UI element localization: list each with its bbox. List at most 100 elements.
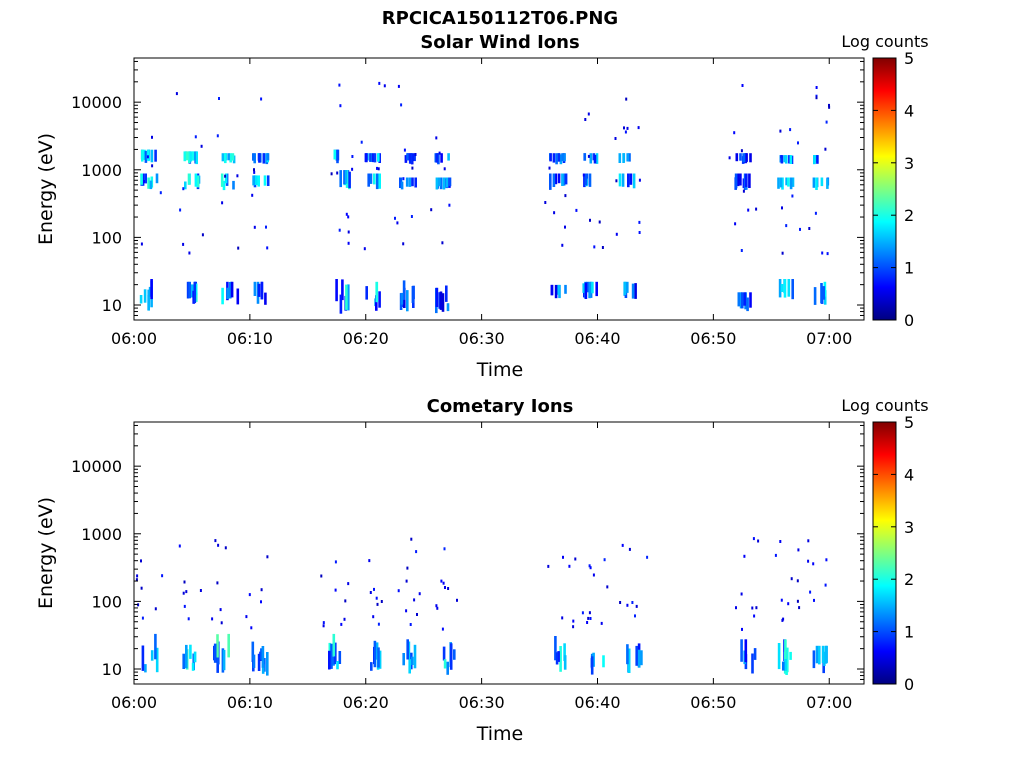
heatmap-cell	[188, 281, 191, 299]
heatmap-cell	[260, 97, 263, 101]
heatmap-cell	[188, 151, 191, 164]
heatmap-cell	[435, 604, 438, 608]
heatmap-cell	[252, 654, 256, 668]
heatmap-cell	[378, 173, 381, 189]
heatmap-cell	[222, 649, 226, 671]
heatmap-cell	[221, 201, 224, 205]
colorbar-tick-label: 3	[904, 518, 914, 537]
heatmap-cell	[183, 604, 186, 608]
x-tick-label: 06:10	[227, 329, 273, 348]
heatmap-cell	[141, 616, 144, 620]
heatmap-cell	[547, 564, 550, 568]
heatmap-cell	[339, 294, 343, 314]
heatmap-cell	[812, 177, 816, 188]
heatmap-cell	[186, 281, 190, 299]
heatmap-cell	[135, 578, 138, 582]
heatmap-cell	[823, 290, 827, 305]
heatmap-cell	[345, 284, 348, 310]
heatmap-cell	[588, 611, 591, 615]
x-tick-label: 06:30	[459, 693, 505, 712]
heatmap-cell	[634, 614, 636, 618]
heatmap-cell	[396, 221, 399, 225]
colorbar-ticks: 0 1 2 3 4 5	[873, 413, 914, 694]
heatmap-cell	[742, 153, 745, 163]
heatmap-cell	[375, 173, 379, 190]
heatmap-cell	[820, 283, 823, 304]
heatmap-cell	[140, 586, 143, 590]
heatmap-cell	[330, 172, 333, 176]
heatmap-cell	[334, 588, 337, 592]
x-tick-label: 07:00	[806, 329, 852, 348]
x-tick-label: 06:30	[459, 329, 505, 348]
y-axis-label: Energy (eV)	[35, 497, 57, 609]
heatmap-cell	[183, 580, 186, 584]
heatmap-cell	[406, 290, 409, 312]
heatmap-cell	[544, 201, 547, 204]
heatmap-cell	[749, 292, 752, 308]
heatmap-cell	[557, 173, 561, 184]
heatmap-cell	[746, 297, 749, 312]
heatmap-cell	[575, 208, 578, 212]
heatmap-cell	[753, 648, 757, 660]
heatmap-cell	[322, 624, 325, 628]
heatmap-cell	[743, 554, 746, 558]
heatmap-cell	[330, 643, 333, 669]
heatmap-cell	[747, 208, 750, 212]
heatmap-cell	[552, 153, 556, 163]
heatmap-cell	[751, 606, 754, 610]
heatmap-cell	[230, 281, 234, 298]
heatmap-cell	[141, 149, 144, 162]
heatmap-cell	[216, 634, 219, 658]
heatmap-cell	[375, 596, 378, 600]
x-tick-label: 06:00	[111, 329, 157, 348]
heatmap-cell	[191, 151, 195, 161]
heatmap-cell	[572, 619, 575, 623]
heatmap-cell	[413, 644, 417, 669]
heatmap-cell	[175, 92, 178, 96]
heatmap-cell	[442, 646, 446, 661]
heatmap-cell	[807, 539, 810, 543]
heatmap-cell	[335, 279, 338, 302]
heatmap-cell	[809, 590, 812, 594]
heatmap-cell	[797, 141, 799, 145]
heatmap-cell	[443, 547, 446, 551]
heatmap-cell	[780, 598, 783, 602]
heatmap-cell	[402, 177, 405, 181]
heatmap-cell	[550, 284, 554, 296]
heatmap-cell	[598, 220, 601, 224]
heatmap-cell	[232, 180, 235, 190]
heatmap-cell	[439, 291, 443, 310]
heatmap-cell	[740, 592, 743, 596]
heatmap-cell	[584, 118, 587, 121]
heatmap-cell	[147, 177, 150, 189]
heatmap-cell	[336, 171, 339, 175]
heatmap-cell	[376, 602, 379, 606]
heatmap-cell	[443, 167, 446, 171]
heatmap-cell	[221, 153, 225, 162]
heatmap-cell	[589, 617, 592, 620]
heatmap-cell	[785, 177, 788, 186]
heatmap-cell	[404, 155, 408, 163]
heatmap-cell	[260, 281, 264, 300]
colorbar	[872, 421, 897, 685]
heatmap-cell	[790, 577, 793, 581]
heatmap-cell	[779, 540, 782, 543]
heatmap-cell	[786, 647, 789, 673]
heatmap-cell	[813, 287, 817, 305]
heatmap-cell	[373, 587, 375, 591]
heatmap-cell	[785, 155, 788, 164]
heatmap-cell	[338, 228, 341, 232]
y-axis-ticks: 10 100 1000 10000	[71, 60, 864, 321]
heatmap-cell	[369, 591, 372, 594]
heatmap-cell	[774, 553, 777, 557]
heatmap-cell	[812, 562, 815, 566]
heatmap-cell	[245, 615, 248, 619]
heatmap-cell	[623, 126, 625, 130]
heatmap-cell	[755, 606, 758, 610]
heatmap-cell	[217, 543, 220, 547]
heatmap-cell	[347, 230, 350, 234]
y-tick-label: 10	[102, 296, 122, 315]
heatmap-cell	[589, 153, 593, 164]
heatmap-cell	[582, 173, 585, 177]
heatmap-cell	[824, 645, 828, 664]
